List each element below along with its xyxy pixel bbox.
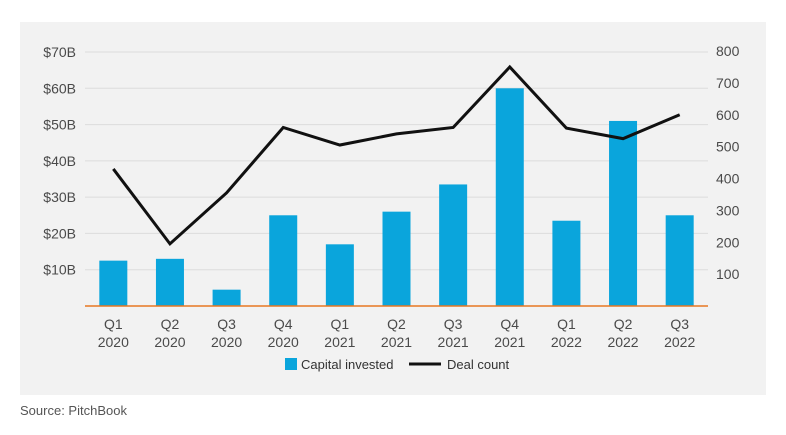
x-tick-label-year: 2022 <box>664 334 695 350</box>
bar-capital-invested <box>99 260 128 306</box>
bar-capital-invested <box>382 211 411 306</box>
y-left-tick-label: $50B <box>43 117 76 133</box>
x-tick-label-quarter: Q3 <box>670 316 689 332</box>
x-tick-label-quarter: Q3 <box>217 316 236 332</box>
y-right-tick-label: 400 <box>716 171 740 187</box>
bar-capital-invested <box>665 215 694 306</box>
y-left-tick-label: $60B <box>43 80 76 96</box>
line-deal-count <box>112 64 681 247</box>
x-tick-label-quarter: Q3 <box>444 316 463 332</box>
x-tick-label-quarter: Q2 <box>614 316 633 332</box>
x-tick-label-quarter: Q1 <box>104 316 123 332</box>
x-tick-label-year: 2021 <box>324 334 355 350</box>
x-tick-label-quarter: Q4 <box>274 316 293 332</box>
y-right-tick-label: 200 <box>716 234 740 250</box>
x-tick-label-quarter: Q4 <box>500 316 519 332</box>
y-right-tick-label: 600 <box>716 107 740 123</box>
y-right-tick-label: 500 <box>716 139 740 155</box>
legend-label-deal-count: Deal count <box>447 357 510 372</box>
y-left-tick-label: $10B <box>43 262 76 278</box>
x-tick-label-quarter: Q2 <box>161 316 180 332</box>
source-note: Source: PitchBook <box>20 403 127 418</box>
x-tick-label-year: 2020 <box>211 334 242 350</box>
x-tick-label-quarter: Q1 <box>557 316 576 332</box>
x-tick-label-year: 2022 <box>607 334 638 350</box>
bar-capital-invested <box>609 120 638 306</box>
legend-label-capital-invested: Capital invested <box>301 357 394 372</box>
x-tick-label-year: 2020 <box>98 334 129 350</box>
bar-capital-invested <box>155 258 184 306</box>
y-right-tick-label: 100 <box>716 266 740 282</box>
legend-swatch-capital-invested <box>285 358 297 370</box>
y-right-tick-label: 800 <box>716 43 740 59</box>
bar-capital-invested <box>495 88 524 307</box>
x-tick-label-year: 2020 <box>268 334 299 350</box>
x-tick-label-year: 2022 <box>551 334 582 350</box>
bar-capital-invested <box>269 215 298 306</box>
y-right-tick-label: 700 <box>716 75 740 91</box>
x-tick-label-year: 2021 <box>381 334 412 350</box>
bar-capital-invested <box>212 289 241 306</box>
bar-capital-invested <box>439 184 468 306</box>
x-tick-label-year: 2021 <box>438 334 469 350</box>
y-right-tick-label: 300 <box>716 202 740 218</box>
x-tick-label-quarter: Q1 <box>331 316 350 332</box>
x-tick-label-year: 2021 <box>494 334 525 350</box>
bar-capital-invested <box>325 244 354 306</box>
y-left-tick-label: $20B <box>43 225 76 241</box>
y-left-tick-label: $30B <box>43 189 76 205</box>
x-tick-label-year: 2020 <box>154 334 185 350</box>
x-tick-label-quarter: Q2 <box>387 316 406 332</box>
y-left-tick-label: $70B <box>43 44 76 60</box>
y-left-tick-label: $40B <box>43 153 76 169</box>
bar-capital-invested <box>552 220 581 306</box>
